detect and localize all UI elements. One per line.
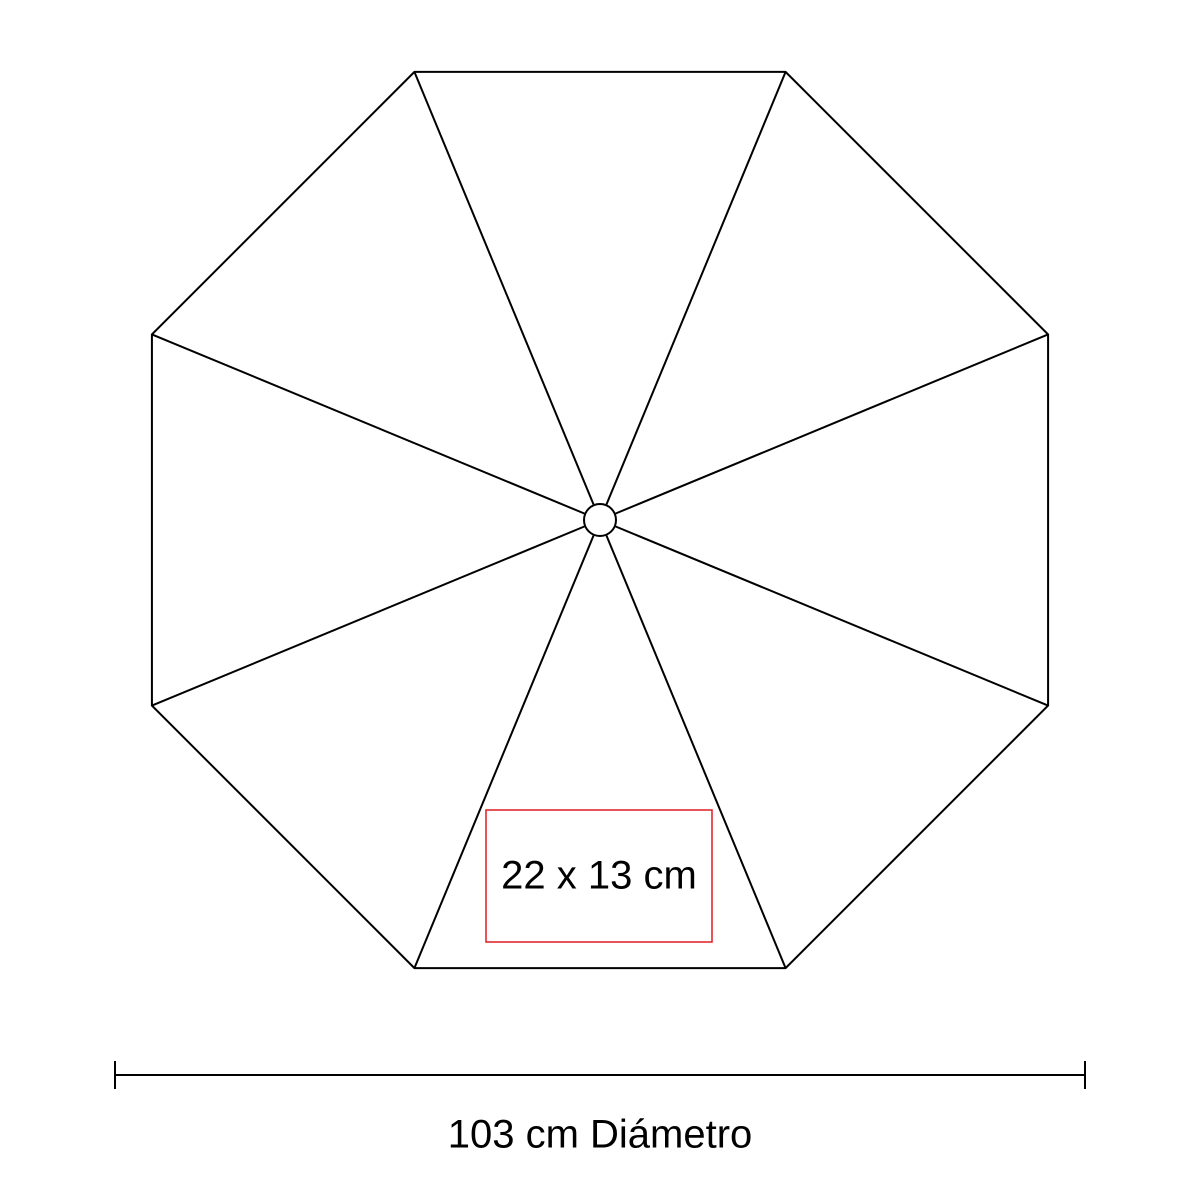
umbrella-rib-6	[606, 72, 785, 505]
diagram-stage: 22 x 13 cm 103 cm Diámetro	[0, 0, 1200, 1200]
umbrella-rib-7	[615, 334, 1048, 513]
umbrella-rib-5	[414, 72, 593, 505]
diameter-dimension-label: 103 cm Diámetro	[448, 1113, 753, 1158]
umbrella-rib-3	[152, 526, 585, 705]
print-area-label: 22 x 13 cm	[501, 854, 697, 899]
umbrella-rib-4	[152, 334, 585, 513]
umbrella-diagram-svg	[0, 0, 1200, 1200]
umbrella-rib-0	[615, 526, 1048, 705]
umbrella-hub-circle	[584, 504, 616, 536]
